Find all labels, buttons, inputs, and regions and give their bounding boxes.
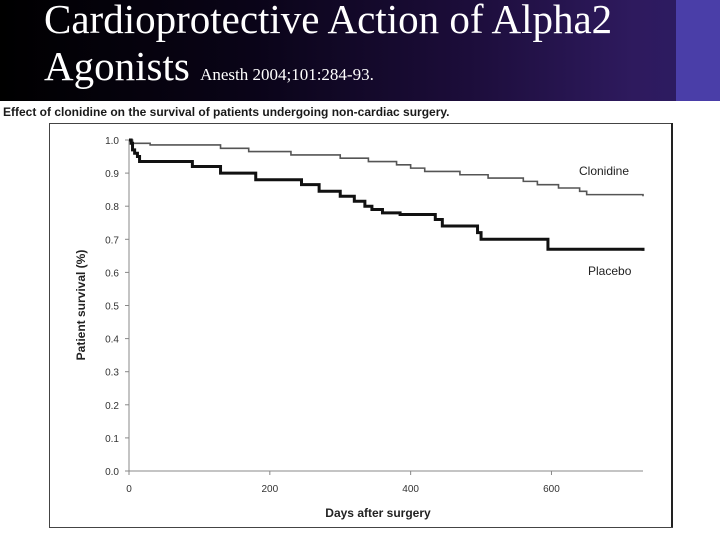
y-tick-label: 0.1	[105, 434, 119, 445]
y-tick-label: 0.4	[105, 335, 119, 346]
y-tick-label: 0.6	[105, 268, 119, 279]
title-banner	[0, 0, 720, 101]
series-layer	[129, 138, 645, 251]
legend-placebo: Placebo	[588, 264, 632, 278]
figure-frame-edge	[671, 123, 673, 527]
citation: Anesth 2004;101:284-93.	[200, 65, 374, 84]
y-tick-label: 1.0	[105, 136, 119, 147]
figure-caption: Effect of clonidine on the survival of p…	[3, 105, 450, 119]
series-line-clonidine	[129, 139, 644, 197]
y-tick-label: 0.0	[105, 467, 119, 478]
x-tick-label: 400	[402, 484, 419, 495]
y-tick-label: 0.8	[105, 202, 119, 213]
slide-title-line1: Cardioprotective Action of Alpha2	[44, 0, 613, 42]
x-ticks: 0 200 400 600	[126, 471, 560, 495]
y-axis-label: Patient survival (%)	[74, 250, 88, 361]
y-tick-label: 0.9	[105, 169, 119, 180]
slide-title: Cardioprotective Action of Alpha2 Agonis…	[44, 0, 684, 98]
x-tick-label: 200	[261, 484, 278, 495]
x-tick-label: 600	[543, 484, 560, 495]
series-line-placebo	[129, 138, 645, 251]
y-tick-label: 0.2	[105, 401, 119, 412]
y-tick-label: 0.7	[105, 235, 119, 246]
x-tick-label: 0	[126, 484, 132, 495]
legend-clonidine: Clonidine	[579, 164, 629, 178]
slide-title-line2: Agonists	[44, 43, 190, 89]
y-tick-label: 0.3	[105, 368, 119, 379]
y-tick-label: 0.5	[105, 302, 119, 313]
y-ticks: 0.0 0.1 0.2 0.3 0.4 0.5 0.6 0.7 0.8 0.9 1.0	[105, 136, 129, 478]
x-axis-label: Days after surgery	[325, 506, 431, 520]
banner-accent-block	[676, 0, 720, 101]
